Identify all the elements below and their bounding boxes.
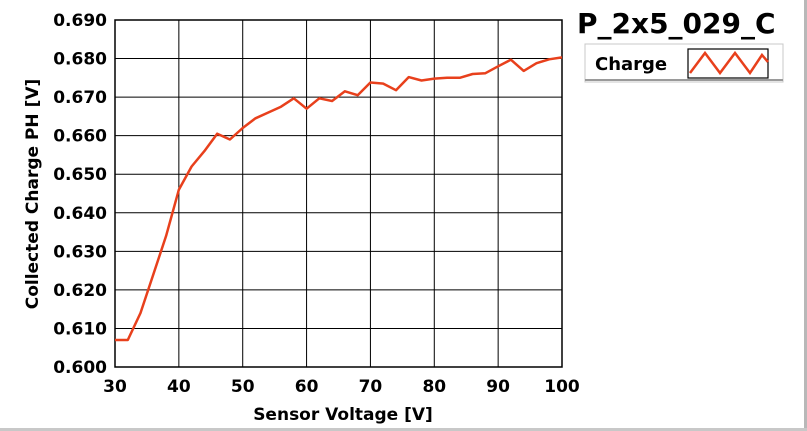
y-tick-label: 0.640 — [53, 204, 107, 224]
y-tick-label: 0.600 — [53, 358, 107, 378]
legend-swatch-charge — [689, 50, 769, 76]
x-tick-label: 60 — [295, 377, 319, 397]
plot-area — [115, 20, 562, 367]
y-tick-label: 0.650 — [53, 165, 107, 185]
y-tick-label: 0.620 — [53, 281, 107, 301]
chart-title: P_2x5_029_C — [577, 7, 776, 40]
y-tick-label: 0.630 — [53, 242, 107, 262]
window-frame-bottom — [0, 428, 807, 431]
x-tick-label: 80 — [422, 377, 446, 397]
y-tick-label: 0.610 — [53, 319, 107, 339]
y-axis-ticks: 0.600 0.610 0.620 0.630 0.640 0.650 0.660 0.670… — [53, 11, 107, 378]
x-tick-label: 50 — [231, 377, 255, 397]
x-tick-label: 100 — [544, 377, 580, 397]
legend: Charge — [584, 43, 784, 83]
y-tick-label: 0.690 — [53, 11, 107, 31]
x-axis-ticks: 30 40 50 60 70 80 90 100 — [103, 377, 580, 397]
series-layer — [115, 56, 563, 342]
x-tick-label: 90 — [486, 377, 510, 397]
legend-label-charge: Charge — [595, 54, 667, 75]
plot-border — [114, 19, 563, 368]
x-tick-label: 40 — [167, 377, 191, 397]
y-axis-title: Collected Charge PH [V] — [23, 79, 43, 310]
y-tick-label: 0.670 — [53, 88, 107, 108]
x-tick-label: 70 — [359, 377, 383, 397]
series-line-charge — [115, 56, 563, 342]
x-tick-label: 30 — [103, 377, 127, 397]
y-tick-label: 0.660 — [53, 127, 107, 147]
window-frame-right — [804, 0, 807, 431]
y-tick-label: 0.680 — [53, 50, 107, 70]
x-axis-title: Sensor Voltage [V] — [253, 405, 433, 425]
